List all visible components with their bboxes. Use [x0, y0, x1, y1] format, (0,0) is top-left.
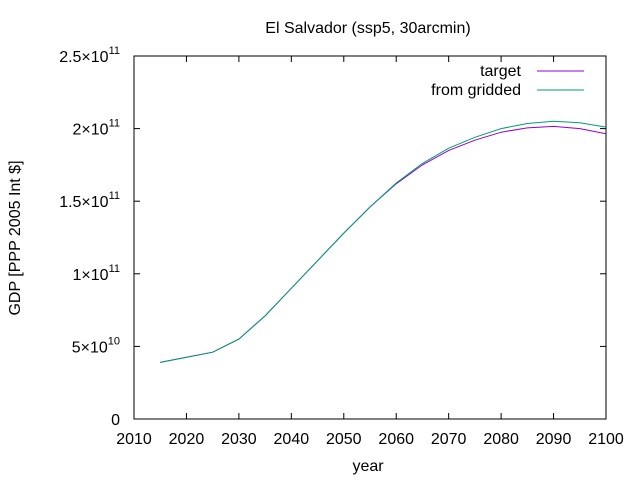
legend-label: target — [480, 63, 521, 80]
x-tick-label: 2040 — [274, 431, 310, 448]
y-tick-exponent: 11 — [109, 190, 120, 202]
x-tick-label: 2050 — [326, 431, 362, 448]
y-tick-mantissa: 1×10 — [73, 267, 109, 284]
y-tick-label: 2×1011 — [73, 118, 120, 139]
x-tick-label: 2100 — [588, 431, 624, 448]
y-tick-exponent: 11 — [109, 118, 120, 130]
y-tick-label: 1.5×1011 — [59, 190, 120, 211]
y-tick-exponent: 11 — [109, 263, 120, 275]
x-axis: 2010 2020 2030 2040 2050 2060 2070 2080 2090 2100 — [116, 56, 624, 448]
x-tick-label: 2030 — [221, 431, 257, 448]
x-tick-label: 2080 — [483, 431, 519, 448]
x-tick-label: 2060 — [378, 431, 414, 448]
x-axis-label: year — [352, 458, 384, 475]
series-layer — [160, 120, 607, 363]
y-tick-exponent: 10 — [108, 335, 120, 347]
y-tick-mantissa: 5×10 — [72, 339, 108, 356]
y-tick-mantissa: 1.5×10 — [59, 194, 108, 211]
legend: target from gridded — [431, 63, 584, 99]
y-tick-label: 1×1011 — [73, 263, 120, 284]
legend-label: from gridded — [431, 82, 521, 99]
y-tick-mantissa: 2.5×10 — [59, 49, 108, 66]
x-tick-label: 2070 — [431, 431, 467, 448]
y-axis-label: GDP [PPP 2005 Int $] — [7, 160, 24, 315]
chart-title: El Salvador (ssp5, 30arcmin) — [265, 20, 470, 37]
y-tick-label: 5×1010 — [72, 335, 120, 356]
series-line-from-gridded — [160, 120, 607, 363]
y-tick-mantissa: 2×10 — [73, 122, 109, 139]
x-tick-label: 2020 — [169, 431, 205, 448]
series-line-target — [160, 125, 607, 363]
y-tick-label: 2.5×1011 — [59, 45, 120, 66]
x-tick-label: 2090 — [536, 431, 572, 448]
y-tick-mantissa: 0 — [111, 412, 120, 429]
x-tick-label: 2010 — [116, 431, 152, 448]
y-tick-label: 0 — [111, 412, 120, 429]
y-tick-exponent: 11 — [109, 45, 120, 57]
plot-frame — [133, 55, 607, 420]
